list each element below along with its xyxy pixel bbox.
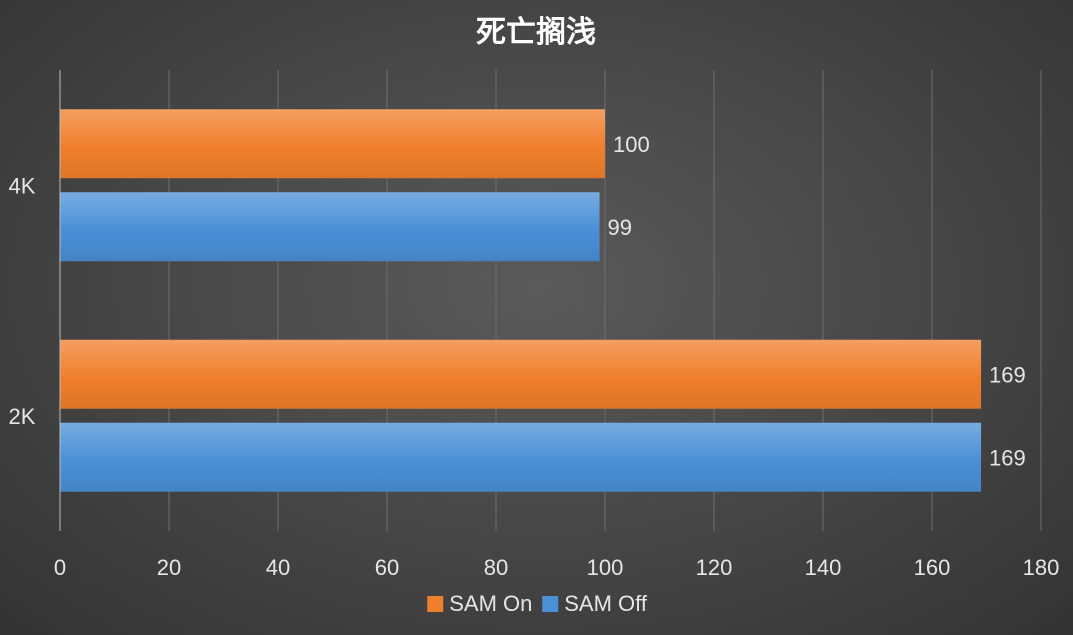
category-label: 4K [9,173,36,198]
x-tick-label: 40 [266,555,290,580]
x-tick-label: 100 [587,555,624,580]
x-tick-label: 0 [54,555,66,580]
labels: 0 20 40 60 80 100 120 140 160 180 4K 100 99 2K 169 169 [9,132,1060,580]
bar-sam-on [60,339,982,409]
x-tick-label: 180 [1023,555,1060,580]
legend-swatch [427,596,444,612]
legend: SAM On SAM Off [427,591,648,616]
x-tick-label: 140 [805,555,842,580]
data-label: 169 [989,445,1026,470]
category-label: 2K [9,404,36,429]
x-tick-label: 160 [914,555,951,580]
data-label: 169 [989,362,1026,387]
bars [60,109,982,492]
legend-label: SAM Off [564,591,648,616]
x-tick-label: 60 [375,555,399,580]
bar-sam-off [60,192,600,262]
x-tick-label: 20 [157,555,181,580]
bar-sam-off [60,422,982,492]
x-tick-label: 80 [484,555,508,580]
data-label: 100 [613,132,650,157]
legend-label: SAM On [449,591,532,616]
chart-title: 死亡搁浅 [476,15,596,50]
data-label: 99 [608,215,632,240]
legend-swatch [542,596,559,612]
x-tick-label: 120 [696,555,733,580]
bar-sam-on [60,109,605,179]
